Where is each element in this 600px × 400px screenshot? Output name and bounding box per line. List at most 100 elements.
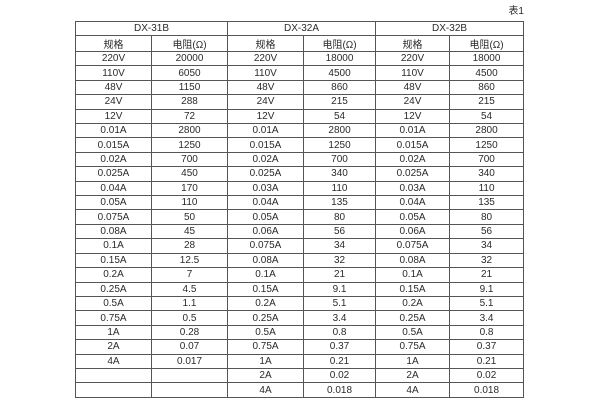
resistance-cell: 170: [150, 180, 229, 197]
resistance-cell: 28: [150, 238, 229, 254]
resistance-cell: 80: [303, 209, 377, 225]
column-header-row: 规格 电阻(Ω) 规格 电阻(Ω) 规格 电阻(Ω): [75, 35, 525, 52]
resistance-cell: 9.1: [449, 281, 525, 297]
spec-cell: 48V: [75, 79, 152, 96]
table-row: 4A 0.018 4A 0.018: [75, 382, 525, 398]
table-row: 0.5A 1.1 0.2A 5.1 0.2A 5.1: [75, 295, 525, 312]
table-row: 110V 6050 110V 4500 110V 4500: [75, 65, 525, 81]
spec-cell: 48V: [375, 79, 451, 96]
resistance-cell: 9.1: [303, 281, 377, 297]
resistance-cell: 340: [303, 166, 377, 182]
spec-cell: 24V: [375, 94, 451, 110]
resistance-cell: 700: [150, 151, 229, 168]
spec-cell: 0.075A: [375, 238, 451, 254]
spec-cell: 0.5A: [375, 324, 451, 341]
resistance-cell: 450: [150, 166, 229, 182]
table-row: 0.05A 110 0.04A 135 0.04A 135: [75, 195, 525, 211]
resistance-cell: 0.018: [303, 382, 377, 398]
table-row: 1A 0.28 0.5A 0.8 0.5A 0.8: [75, 324, 525, 341]
spec-cell: 0.015A: [227, 137, 305, 153]
spec-cell: 0.1A: [227, 267, 305, 283]
spec-cell: 0.5A: [227, 324, 305, 341]
table-row: 12V 72 12V 54 12V 54: [75, 108, 525, 125]
spec-cell: 48V: [227, 79, 305, 96]
resistance-cell: 0.018: [449, 382, 525, 398]
table-row: 0.1A 28 0.075A 34 0.075A 34: [75, 238, 525, 254]
resistance-cell: 21: [449, 267, 525, 283]
spec-cell: 0.25A: [375, 310, 451, 326]
group-header-dx32a: DX-32A: [227, 21, 377, 36]
resistance-cell: 45: [150, 223, 229, 240]
table-row: 48V 1150 48V 860 48V 860: [75, 79, 525, 96]
col-header-spec-3: 规格: [375, 35, 451, 52]
group-header-dx31b: DX-31B: [74, 21, 229, 36]
spec-cell: 0.06A: [375, 223, 451, 240]
resistance-cell: 1.1: [150, 295, 229, 312]
spec-cell: 4A: [227, 382, 305, 398]
table-row: 2A 0.07 0.75A 0.37 0.75A 0.37: [75, 339, 525, 355]
spec-cell: 12V: [375, 108, 451, 125]
resistance-cell: 340: [449, 166, 525, 182]
resistance-cell: 860: [303, 79, 377, 96]
resistance-cell: 5.1: [449, 295, 525, 312]
spec-cell: 0.1A: [75, 238, 152, 254]
spec-cell: 110V: [75, 65, 152, 81]
resistance-cell: 135: [449, 195, 525, 211]
table-row: 4A 0.017 1A 0.21 1A 0.21: [75, 353, 525, 369]
resistance-cell: 0.37: [449, 339, 525, 355]
spec-cell: 0.25A: [75, 281, 152, 297]
spec-cell: 1A: [375, 353, 451, 369]
spec-cell: 0.08A: [75, 223, 152, 240]
col-header-resistance-1: 电阻(Ω): [150, 35, 229, 52]
resistance-cell: 34: [303, 238, 377, 254]
spec-cell: 12V: [75, 108, 152, 125]
group-header-dx32b: DX-32B: [375, 21, 525, 36]
spec-cell: 0.15A: [375, 281, 451, 297]
spec-cell: 0.01A: [375, 123, 451, 139]
spec-cell: 2A: [227, 367, 305, 384]
spec-cell: 4A: [75, 353, 152, 369]
table-row: 0.01A 2800 0.01A 2800 0.01A 2800: [75, 123, 525, 139]
resistance-cell: 0.017: [150, 353, 229, 369]
spec-cell: 0.06A: [227, 223, 305, 240]
resistance-cell: 72: [150, 108, 229, 125]
spec-cell: 220V: [227, 50, 305, 67]
resistance-cell: 0.37: [303, 339, 377, 355]
resistance-cell: 20000: [150, 50, 229, 67]
table-row: 0.08A 45 0.06A 56 0.06A 56: [75, 223, 525, 240]
spec-cell: 0.15A: [75, 252, 152, 269]
table-row: 2A 0.02 2A 0.02: [75, 367, 525, 384]
resistance-cell: 54: [303, 108, 377, 125]
spec-cell: 0.04A: [75, 180, 152, 197]
spec-cell: 220V: [75, 50, 152, 67]
table-row: 24V 288 24V 215 24V 215: [75, 94, 525, 110]
spec-cell: 0.075A: [227, 238, 305, 254]
spec-cell: 0.05A: [375, 209, 451, 225]
spec-cell: 12V: [227, 108, 305, 125]
spec-cell: 0.1A: [375, 267, 451, 283]
resistance-cell: 0.8: [449, 324, 525, 341]
spec-cell: 0.02A: [227, 151, 305, 168]
resistance-cell: 700: [449, 151, 525, 168]
resistance-cell: 700: [303, 151, 377, 168]
resistance-cell: 288: [150, 94, 229, 110]
spec-cell: 24V: [75, 94, 152, 110]
spec-cell: 0.015A: [375, 137, 451, 153]
spec-cell: [75, 382, 152, 398]
spec-cell: 0.75A: [375, 339, 451, 355]
col-header-spec-1: 规格: [75, 35, 152, 52]
table-row: 0.075A 50 0.05A 80 0.05A 80: [75, 209, 525, 225]
resistance-cell: 1250: [449, 137, 525, 153]
resistance-cell: 7: [150, 267, 229, 283]
resistance-cell: 110: [150, 195, 229, 211]
table-header: DX-31B DX-32A DX-32B 规格 电阻(Ω) 规格 电阻(Ω) 规…: [74, 21, 525, 52]
spec-cell: 0.04A: [375, 195, 451, 211]
resistance-cell: 56: [303, 223, 377, 240]
spec-cell: 0.75A: [227, 339, 305, 355]
resistance-cell: 0.21: [449, 353, 525, 369]
resistance-cell: 4500: [449, 65, 525, 81]
resistance-spec-table: DX-31B DX-32A DX-32B 规格 电阻(Ω) 规格 电阻(Ω) 规…: [74, 21, 525, 398]
spec-cell: 0.08A: [227, 252, 305, 269]
table-row: 0.2A 7 0.1A 21 0.1A 21: [75, 267, 525, 283]
